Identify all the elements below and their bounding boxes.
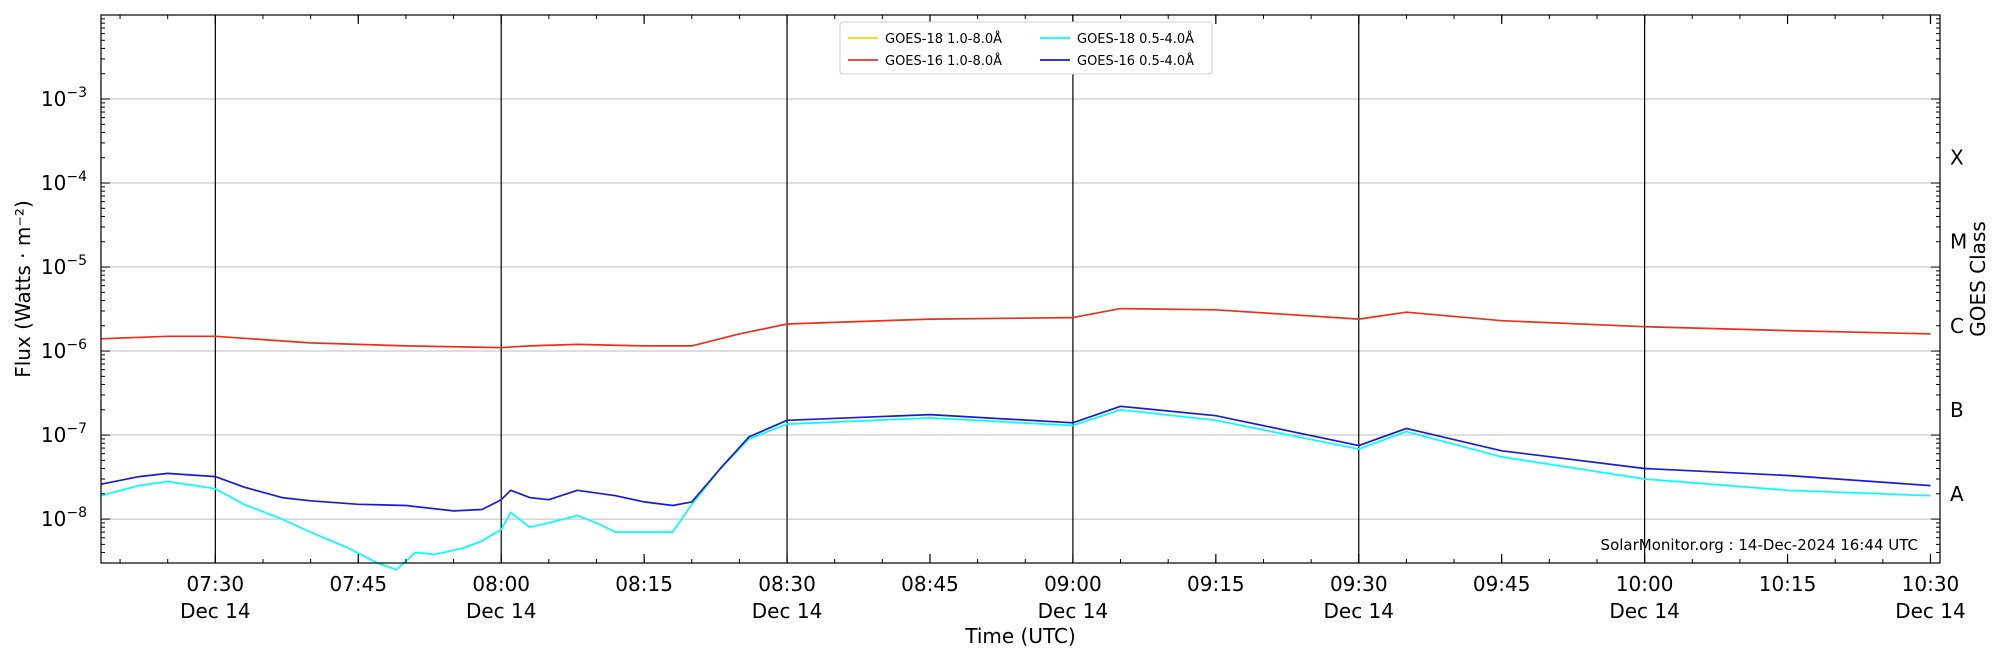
x-tick-label: 07:45	[329, 572, 387, 596]
y-tick-label: 10−3	[41, 85, 87, 111]
x-tick-date: Dec 14	[1609, 599, 1680, 623]
x-axis-title: Time (UTC)	[964, 624, 1076, 648]
x-tick-label: 10:15	[1759, 572, 1817, 596]
x-tick-label: 09:15	[1187, 572, 1245, 596]
goes-class-label: X	[1950, 146, 1964, 170]
goes-class-label: C	[1950, 314, 1964, 338]
vertical-marker-lines	[214, 15, 1646, 563]
x-tick-label: 08:00	[472, 572, 530, 596]
goes-class-label: A	[1950, 482, 1964, 506]
x-tick-label: 07:30	[187, 572, 245, 596]
x-tick-date: Dec 14	[752, 599, 823, 623]
x-tick-label: 08:30	[758, 572, 816, 596]
x-tick-date: Dec 14	[1895, 599, 1966, 623]
y-tick-label: 10−5	[41, 253, 87, 279]
y-tick-labels: 10−8 10−7 10−6 10−5 10−4 10−3	[41, 85, 87, 531]
axis-ticks	[101, 14, 1940, 564]
series-line	[100, 408, 1931, 571]
x-tick-date: Dec 14	[180, 599, 251, 623]
legend-label: GOES-16 0.5-4.0Å	[1077, 53, 1194, 69]
right-axis-title: GOES Class	[1966, 221, 1990, 337]
x-tick-label: 09:30	[1330, 572, 1388, 596]
y-axis-title: Flux (Watts · m⁻²)	[11, 200, 35, 378]
x-tick-date: Dec 14	[466, 599, 537, 623]
legend-label: GOES-18 0.5-4.0Å	[1077, 31, 1194, 47]
y-tick-label: 10−8	[41, 505, 87, 531]
x-tick-label: 09:45	[1473, 572, 1531, 596]
legend: GOES-18 1.0-8.0Å GOES-16 1.0-8.0Å GOES-18 …	[839, 21, 1213, 75]
y-tick-label: 10−6	[41, 337, 87, 363]
x-tick-labels: 07:30 Dec 14 07:45 08:00 Dec 14 08:15 08:30 Dec…	[180, 572, 1966, 623]
goes-class-labels: A B C M X	[1950, 146, 1967, 506]
x-tick-label: 10:00	[1616, 572, 1674, 596]
grid-lines	[101, 98, 1940, 520]
x-tick-label: 08:15	[615, 572, 673, 596]
y-tick-label: 10−4	[41, 169, 87, 195]
plot-frame	[100, 14, 1941, 564]
goes-class-label: M	[1950, 230, 1967, 254]
x-tick-date: Dec 14	[1038, 599, 1109, 623]
legend-box	[839, 21, 1213, 75]
source-annotation: SolarMonitor.org : 14-Dec-2024 16:44 UTC	[1601, 536, 1918, 554]
x-tick-label: 10:30	[1902, 572, 1960, 596]
series-line	[100, 307, 1931, 349]
y-tick-label: 10−7	[41, 421, 87, 447]
series-line	[100, 405, 1931, 512]
x-tick-date: Dec 14	[1324, 599, 1395, 623]
legend-label: GOES-16 1.0-8.0Å	[885, 53, 1002, 69]
series-lines	[100, 307, 1931, 571]
legend-label: GOES-18 1.0-8.0Å	[885, 31, 1002, 47]
x-tick-label: 09:00	[1044, 572, 1102, 596]
goes-class-label: B	[1950, 398, 1964, 422]
x-tick-label: 08:45	[901, 572, 959, 596]
